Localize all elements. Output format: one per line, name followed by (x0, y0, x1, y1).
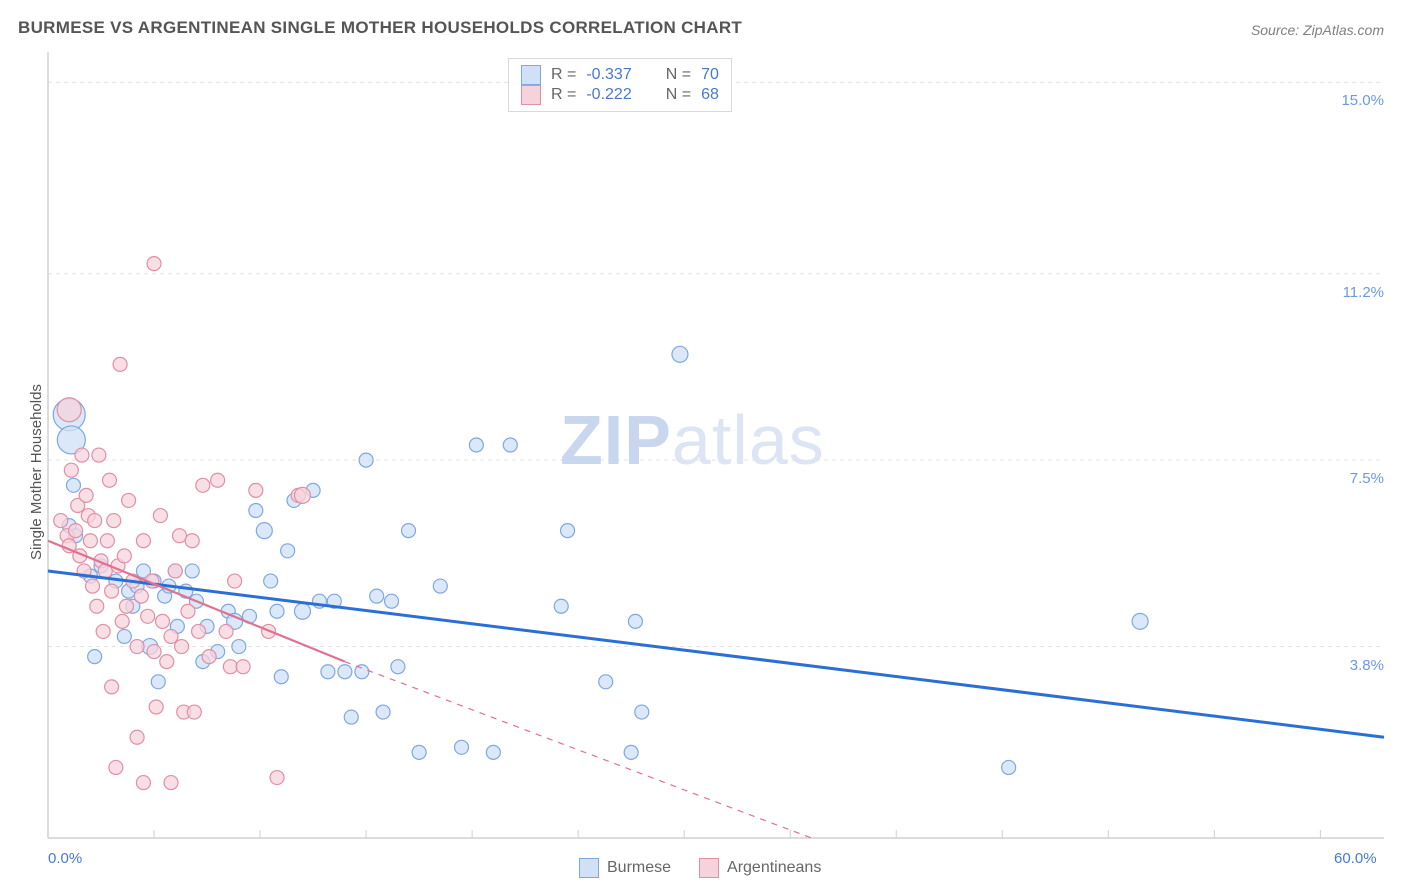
y-tick-label: 3.8% (1324, 657, 1384, 674)
y-tick-label: 15.0% (1324, 92, 1384, 109)
legend-r-value: -0.337 (586, 66, 631, 84)
legend-r-label: R = (551, 86, 576, 104)
y-tick-label: 7.5% (1324, 470, 1384, 487)
legend-row: R = -0.222 N = 68 (521, 85, 719, 105)
legend-n-label: N = (666, 86, 691, 104)
legend-n-label: N = (666, 66, 691, 84)
series-legend-item: Burmese (579, 858, 671, 878)
series-legend: Burmese Argentineans (579, 858, 821, 878)
legend-r-label: R = (551, 66, 576, 84)
x-min-label: 0.0% (48, 850, 82, 867)
legend-swatch (521, 85, 541, 105)
legend-n-value: 70 (701, 66, 719, 84)
scatter-plot (48, 52, 1384, 838)
series-name: Argentineans (727, 859, 821, 877)
legend-swatch (521, 65, 541, 85)
legend-swatch (699, 858, 719, 878)
source-label: Source: ZipAtlas.com (1251, 22, 1384, 38)
legend-swatch (579, 858, 599, 878)
legend-n-value: 68 (701, 86, 719, 104)
series-name: Burmese (607, 859, 671, 877)
correlation-legend: R = -0.337 N = 70 R = -0.222 N = 68 (508, 58, 732, 112)
x-max-label: 60.0% (1334, 850, 1377, 867)
chart-title: BURMESE VS ARGENTINEAN SINGLE MOTHER HOU… (18, 18, 742, 38)
legend-r-value: -0.222 (586, 86, 631, 104)
legend-row: R = -0.337 N = 70 (521, 65, 719, 85)
series-legend-item: Argentineans (699, 858, 821, 878)
y-tick-label: 11.2% (1324, 284, 1384, 301)
y-axis-label: Single Mother Households (28, 384, 45, 560)
